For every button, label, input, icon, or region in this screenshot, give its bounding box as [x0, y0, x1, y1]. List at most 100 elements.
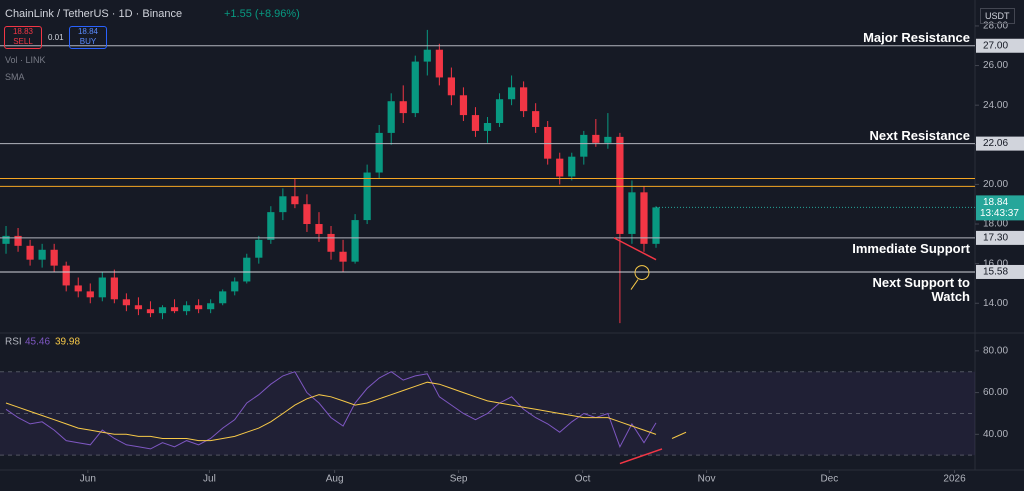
candle-body: [544, 126, 552, 159]
candle-body: [26, 245, 34, 260]
indicator-name: RSI: [5, 337, 22, 348]
level-label: Next Support to Watch: [872, 274, 971, 304]
candle-body: [50, 249, 58, 266]
candle-body: [207, 303, 215, 310]
level-label: Next Resistance: [869, 127, 970, 143]
candle-body: [532, 111, 540, 127]
x-tick-label: Oct: [575, 474, 591, 485]
currency[interactable]: USDT: [980, 8, 1015, 24]
candle-body: [459, 95, 468, 116]
level-tag: [976, 38, 1024, 53]
candle-body: [483, 123, 492, 131]
x-tick-label: Jun: [80, 474, 96, 485]
candle-body: [74, 285, 82, 292]
x-tick-label: Dec: [820, 474, 838, 485]
level-tag: [976, 264, 1024, 279]
candle-body: [568, 156, 576, 177]
level-label: Immediate Support: [852, 240, 970, 256]
candle-body: [471, 115, 480, 131]
divergence-line: [619, 448, 663, 465]
candle-body: [14, 235, 22, 246]
candle-body: [38, 249, 46, 260]
candle-body: [556, 158, 564, 177]
candle-body: [291, 196, 299, 205]
sell-label: SELL: [13, 37, 33, 46]
price-tag-value: 18.84: [983, 197, 1008, 208]
spread: 0.01: [48, 33, 64, 42]
candle-body: [507, 87, 516, 100]
y-tick-label: 80.00: [983, 345, 1008, 356]
y-tick-label: 14.00: [983, 298, 1008, 309]
x-tick-label: Aug: [326, 474, 344, 485]
sma-indicator[interactable]: SMA: [5, 72, 25, 82]
candle-body: [62, 265, 70, 286]
candle-body: [195, 305, 203, 310]
trend-line: [613, 237, 657, 261]
x-tick-label: Jul: [203, 474, 216, 485]
candle-body: [411, 61, 419, 114]
candle-body: [146, 309, 155, 314]
candle-body: [580, 134, 588, 157]
candle-body: [267, 212, 275, 240]
countdown: 13:43:37: [980, 208, 1019, 219]
level-value: 15.58: [983, 267, 1008, 278]
y-tick-label: 20.00: [983, 179, 1008, 190]
rsi-ma-value: 39.98: [55, 337, 80, 348]
candle-body: [447, 77, 455, 96]
arrow: [630, 279, 639, 290]
candle-body: [363, 172, 371, 221]
y-tick-label: 16.00: [983, 258, 1008, 269]
candle-body: [315, 224, 323, 234]
rsi-line: [5, 371, 657, 450]
y-tick-label: 28.00: [983, 21, 1008, 32]
candle-body: [423, 49, 431, 62]
candle-body: [387, 101, 395, 133]
y-tick-label: 60.00: [983, 387, 1008, 398]
candle-body: [640, 192, 648, 244]
buy-button[interactable]: 18.84 BUY: [69, 26, 107, 49]
level-value: 17.30: [983, 233, 1008, 244]
candle-body: [110, 277, 118, 300]
y-tick-label: 24.00: [983, 100, 1008, 111]
candle-body: [2, 235, 10, 244]
symbol[interactable]: ChainLink / TetherUS · 1D · Binance: [5, 8, 183, 20]
change: +1.55 (+8.96%): [224, 8, 300, 20]
candle-body: [134, 305, 143, 310]
candle-body: [435, 49, 443, 78]
candle-body: [182, 305, 191, 312]
volume-indicator[interactable]: Vol · LINK: [5, 55, 46, 65]
level-tag: [976, 136, 1024, 151]
y-tick-label: 26.00: [983, 60, 1008, 71]
level-value: 27.00: [983, 40, 1008, 51]
level-value: 22.06: [983, 138, 1008, 149]
candle-body: [98, 277, 106, 298]
candle-body: [351, 220, 359, 262]
candle-body: [399, 101, 407, 114]
candle-body: [604, 136, 612, 143]
candle-body: [279, 196, 287, 213]
candle-body: [495, 99, 504, 124]
price-pane: [0, 0, 975, 332]
x-tick-label: 2026: [943, 474, 966, 485]
x-tick-label: Nov: [698, 474, 716, 485]
candle-body: [231, 281, 239, 292]
candle-body: [327, 233, 335, 252]
candle-body: [303, 204, 311, 225]
sell-price: 18.83: [12, 27, 34, 36]
price-tag: [976, 195, 1024, 221]
candle-body: [628, 192, 636, 234]
level-tag: [976, 230, 1024, 245]
buy-label: BUY: [79, 37, 97, 46]
y-tick-label: 18.00: [983, 219, 1008, 230]
candle-body: [122, 299, 130, 306]
rsi-line: [5, 381, 657, 442]
candle-body: [219, 291, 227, 304]
candle-body: [616, 136, 624, 234]
buy-price: 18.84: [77, 27, 99, 36]
sell-button[interactable]: 18.83 SELL: [4, 26, 42, 49]
candle-body: [243, 257, 251, 282]
candle-body: [592, 134, 600, 143]
y-tick-label: 40.00: [983, 429, 1008, 440]
